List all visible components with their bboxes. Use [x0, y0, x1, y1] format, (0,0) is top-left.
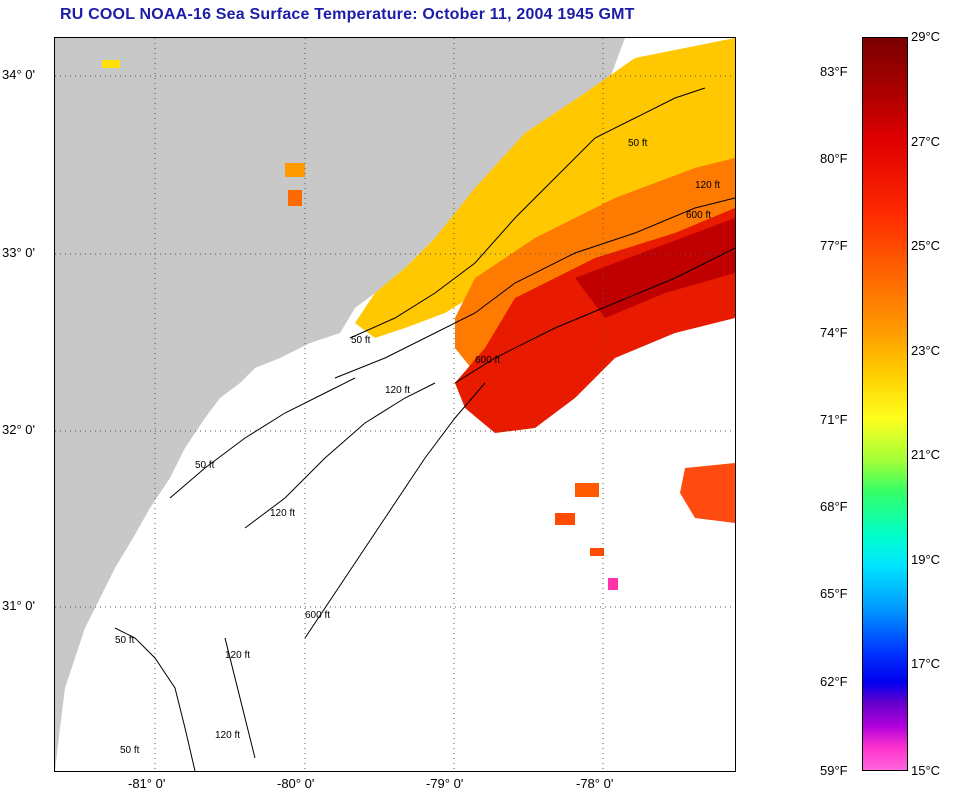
celsius-label: 29°C	[911, 29, 941, 44]
isobath-label: 600 ft	[475, 355, 500, 366]
lon-label: -79° 0'	[426, 776, 464, 791]
fahrenheit-label: 59°F	[820, 763, 848, 778]
celsius-label: 27°C	[911, 134, 941, 149]
isobath-label: 50 ft	[628, 138, 648, 149]
fahrenheit-label: 74°F	[820, 325, 848, 340]
celsius-label: 25°C	[911, 238, 941, 253]
isobath-label: 50 ft	[195, 460, 215, 471]
lat-label: 31° 0'	[2, 598, 35, 613]
celsius-label: 17°C	[911, 656, 941, 671]
isobath-label: 120 ft	[215, 730, 240, 741]
isobath-label: 600 ft	[305, 610, 330, 621]
celsius-label: 21°C	[911, 447, 941, 462]
isobath-label: 120 ft	[225, 650, 250, 661]
fahrenheit-label: 77°F	[820, 238, 848, 253]
sst-speck-5	[590, 548, 604, 556]
sst-patch-east	[680, 463, 735, 523]
lat-label: 33° 0'	[2, 245, 35, 260]
isobath-label: 600 ft	[686, 210, 711, 221]
sst-speck-8	[288, 190, 302, 206]
fahrenheit-label: 62°F	[820, 674, 848, 689]
fahrenheit-label: 83°F	[820, 64, 848, 79]
fahrenheit-label: 71°F	[820, 412, 848, 427]
lat-label: 34° 0'	[2, 67, 35, 82]
isobath-label: 120 ft	[695, 180, 720, 191]
isobath-label: 50 ft	[120, 745, 140, 756]
celsius-label: 23°C	[911, 343, 941, 358]
map-title: RU COOL NOAA-16 Sea Surface Temperature:…	[60, 6, 635, 23]
graticule	[55, 38, 735, 771]
isobath-label: 50 ft	[351, 335, 371, 346]
lon-label: -80° 0'	[277, 776, 315, 791]
fahrenheit-label: 65°F	[820, 586, 848, 601]
sst-speck-4	[555, 513, 575, 525]
isobath-label: 120 ft	[270, 508, 295, 519]
celsius-label: 15°C	[911, 763, 941, 778]
sst-speck-9	[102, 60, 120, 68]
isobath-lines	[114, 87, 735, 771]
isobath-label: 120 ft	[385, 385, 410, 396]
temperature-colorbar	[862, 37, 908, 771]
sst-speck-6	[608, 578, 618, 590]
sst-speck-1	[575, 483, 599, 497]
lon-label: -78° 0'	[576, 776, 614, 791]
sst-darkred-band	[575, 218, 735, 318]
lat-label: 32° 0'	[2, 422, 35, 437]
fahrenheit-label: 68°F	[820, 499, 848, 514]
celsius-label: 19°C	[911, 552, 941, 567]
land-area	[55, 38, 625, 771]
sst-map: 50 ft 120 ft 600 ft 50 ft 120 ft 600 ft …	[54, 37, 736, 772]
fahrenheit-label: 80°F	[820, 151, 848, 166]
sst-speck-7	[285, 163, 305, 177]
lon-label: -81° 0'	[128, 776, 166, 791]
isobath-label: 50 ft	[115, 635, 135, 646]
